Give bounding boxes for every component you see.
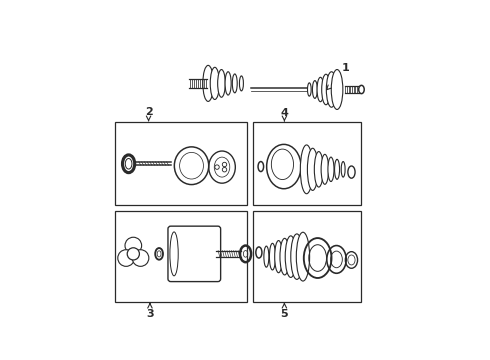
Ellipse shape	[225, 72, 231, 95]
Ellipse shape	[291, 234, 303, 279]
Ellipse shape	[203, 66, 214, 102]
Ellipse shape	[118, 250, 134, 266]
Ellipse shape	[317, 77, 324, 102]
Ellipse shape	[314, 152, 323, 187]
Ellipse shape	[285, 236, 296, 278]
Text: 1: 1	[341, 63, 349, 73]
Bar	[252, 122, 361, 205]
Ellipse shape	[125, 237, 142, 254]
Text: 2: 2	[145, 107, 152, 117]
Ellipse shape	[300, 145, 313, 194]
Ellipse shape	[321, 154, 329, 184]
Ellipse shape	[218, 69, 225, 97]
Ellipse shape	[308, 83, 311, 96]
Text: 4: 4	[280, 108, 288, 118]
Ellipse shape	[307, 148, 318, 190]
FancyBboxPatch shape	[168, 226, 220, 282]
Text: 3: 3	[146, 309, 154, 319]
Ellipse shape	[331, 69, 343, 109]
Ellipse shape	[322, 74, 330, 105]
Ellipse shape	[264, 246, 269, 267]
Ellipse shape	[132, 250, 149, 266]
Ellipse shape	[313, 81, 318, 98]
Ellipse shape	[275, 240, 282, 273]
Text: 5: 5	[281, 309, 288, 319]
Ellipse shape	[341, 162, 345, 177]
Ellipse shape	[240, 76, 244, 91]
Bar	[115, 122, 247, 205]
Bar	[252, 211, 361, 302]
Ellipse shape	[270, 243, 275, 270]
Ellipse shape	[232, 74, 237, 93]
Ellipse shape	[280, 238, 290, 275]
Ellipse shape	[127, 248, 140, 260]
Ellipse shape	[326, 72, 337, 107]
Ellipse shape	[328, 157, 334, 181]
Ellipse shape	[210, 67, 220, 99]
Bar	[115, 211, 247, 302]
Ellipse shape	[335, 159, 340, 179]
Ellipse shape	[296, 232, 310, 281]
